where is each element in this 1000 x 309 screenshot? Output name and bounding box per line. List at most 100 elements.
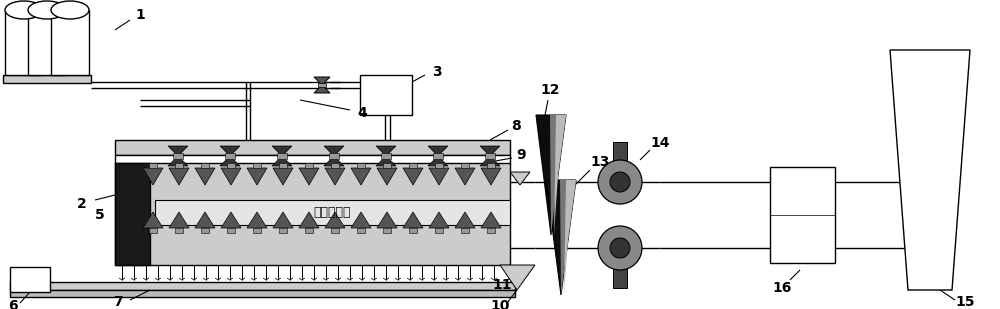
Bar (201, 228, 209, 233)
Bar (383, 163, 391, 168)
Bar (329, 153, 339, 159)
Polygon shape (325, 168, 345, 185)
Polygon shape (195, 212, 215, 228)
Bar (115, 155, 510, 164)
Text: 4: 4 (357, 106, 367, 120)
Polygon shape (220, 156, 240, 166)
Bar (409, 228, 417, 233)
Bar (227, 228, 235, 233)
Bar (149, 228, 157, 233)
Bar (357, 228, 365, 233)
Polygon shape (143, 168, 163, 185)
Polygon shape (220, 146, 240, 156)
Polygon shape (272, 146, 292, 156)
Polygon shape (324, 156, 344, 166)
Text: 1: 1 (135, 8, 145, 22)
Polygon shape (169, 168, 189, 185)
Bar (225, 153, 235, 159)
Circle shape (598, 160, 642, 204)
Bar (3, 75, 91, 83)
Bar (613, 268, 627, 288)
Bar (155, 200, 510, 225)
Text: 2: 2 (77, 197, 87, 211)
Polygon shape (273, 212, 293, 228)
Bar (461, 228, 469, 233)
Bar (10, 267, 50, 292)
Bar (331, 228, 339, 233)
Bar (115, 163, 510, 265)
Text: 13: 13 (590, 155, 610, 169)
Bar (149, 163, 157, 168)
Bar (613, 142, 627, 162)
Polygon shape (429, 168, 449, 185)
Bar (279, 163, 287, 168)
Text: 8: 8 (511, 119, 521, 133)
Polygon shape (168, 156, 188, 166)
Bar (277, 153, 287, 159)
Polygon shape (247, 212, 267, 228)
Polygon shape (510, 172, 530, 185)
Bar (435, 228, 443, 233)
Text: 16: 16 (772, 281, 792, 295)
Bar (770, 167, 835, 263)
Polygon shape (377, 212, 397, 228)
Polygon shape (273, 168, 293, 185)
Polygon shape (428, 146, 448, 156)
Bar (487, 228, 495, 233)
Bar (613, 160, 627, 178)
Ellipse shape (28, 1, 66, 19)
Bar (28, 10, 66, 75)
Bar (279, 228, 287, 233)
Polygon shape (500, 265, 535, 290)
Polygon shape (143, 212, 163, 228)
Text: 10: 10 (490, 299, 510, 309)
Text: 14: 14 (650, 136, 670, 150)
Polygon shape (564, 180, 576, 295)
Bar (115, 163, 150, 265)
Bar (227, 163, 235, 168)
Bar (461, 163, 469, 168)
Polygon shape (351, 212, 371, 228)
Polygon shape (536, 115, 566, 235)
Polygon shape (546, 180, 576, 295)
Polygon shape (324, 146, 344, 156)
Text: 11: 11 (492, 278, 512, 292)
Text: 6: 6 (8, 299, 18, 309)
Polygon shape (428, 156, 448, 166)
Polygon shape (481, 212, 501, 228)
Polygon shape (480, 146, 500, 156)
Text: 3: 3 (432, 65, 442, 79)
Bar (409, 163, 417, 168)
Polygon shape (376, 156, 396, 166)
Text: 9: 9 (516, 148, 526, 162)
Text: 5: 5 (95, 208, 105, 222)
Bar (253, 163, 261, 168)
Polygon shape (481, 168, 501, 185)
Circle shape (598, 226, 642, 270)
Bar (381, 153, 391, 159)
Polygon shape (168, 146, 188, 156)
Text: 7: 7 (113, 295, 123, 309)
Bar (305, 228, 313, 233)
Polygon shape (351, 168, 371, 185)
Polygon shape (272, 156, 292, 166)
Polygon shape (377, 168, 397, 185)
Polygon shape (554, 115, 566, 235)
Bar (433, 153, 443, 159)
Polygon shape (480, 156, 500, 166)
Bar (175, 228, 183, 233)
Polygon shape (429, 212, 449, 228)
Polygon shape (560, 180, 576, 295)
Ellipse shape (51, 1, 89, 19)
Bar (360, 75, 412, 115)
Circle shape (610, 172, 630, 192)
Bar (173, 153, 183, 159)
Bar (10, 282, 515, 290)
Polygon shape (403, 212, 423, 228)
Text: 15: 15 (955, 295, 975, 309)
Polygon shape (455, 168, 475, 185)
Bar (201, 163, 209, 168)
Circle shape (610, 238, 630, 258)
Bar (253, 228, 261, 233)
Bar (331, 163, 339, 168)
